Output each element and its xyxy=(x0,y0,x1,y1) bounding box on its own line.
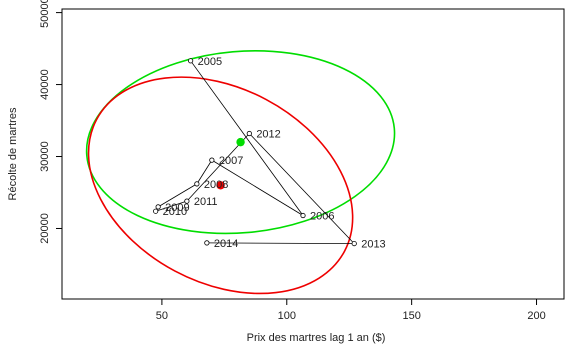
x-tick-label: 200 xyxy=(527,310,545,322)
path-segment-2008-2009 xyxy=(157,183,198,208)
ellipse-layer xyxy=(85,50,396,295)
x-tick-label: 150 xyxy=(402,310,420,322)
ellipse-green xyxy=(85,50,396,235)
y-tick-label: 20000 xyxy=(39,213,51,244)
y-axis-title: Récolte de martres xyxy=(7,107,19,200)
data-point-2014 xyxy=(204,240,210,246)
y-tick-label: 50000 xyxy=(39,0,51,28)
year-label-2013: 2013 xyxy=(361,239,385,251)
center-point-green xyxy=(236,137,245,147)
point-layer xyxy=(153,58,357,247)
year-label-2012: 2012 xyxy=(256,128,280,140)
year-label-2014: 2014 xyxy=(214,238,238,250)
data-point-2013 xyxy=(351,240,357,247)
x-tick-label: 50 xyxy=(156,310,168,322)
path-segment-2010-2011 xyxy=(155,200,187,212)
center-layer xyxy=(216,137,245,190)
year-label-2011: 2011 xyxy=(194,196,218,208)
year-label-2008: 2008 xyxy=(204,179,228,191)
path-segment-2006-2007 xyxy=(211,159,304,216)
data-point-2012 xyxy=(246,130,252,137)
path-segment-2013-2014 xyxy=(206,242,355,244)
plot-frame xyxy=(61,8,565,300)
center-point-red xyxy=(216,181,225,190)
path-segment-2007-2008 xyxy=(196,159,213,185)
y-tick-label: 40000 xyxy=(39,69,51,100)
data-point-2006 xyxy=(300,212,306,219)
x-axis-title: Prix des martres lag 1 an ($) xyxy=(247,332,386,344)
y-axis: 20000 30000 40000 50000 xyxy=(39,0,63,244)
path-segment-2005-2006 xyxy=(190,60,304,216)
path-segment-2012-2013 xyxy=(249,133,355,244)
data-point-2009 xyxy=(155,204,161,210)
data-point-2010 xyxy=(153,208,159,214)
data-point-2008 xyxy=(194,181,200,187)
y-tick-label: 30000 xyxy=(39,141,51,172)
data-point-2011 xyxy=(184,198,190,204)
year-label-2009: 2009 xyxy=(165,202,189,214)
x-tick-label: 100 xyxy=(278,310,296,322)
path-layer xyxy=(155,60,355,244)
data-point-2005 xyxy=(188,58,194,64)
year-label-2006: 2006 xyxy=(310,211,334,223)
ellipse-red xyxy=(87,76,354,295)
data-point-2007 xyxy=(209,157,215,163)
x-axis: 50 100 150 200 xyxy=(156,298,546,322)
year-label-2007: 2007 xyxy=(219,155,243,167)
year-label-2005: 2005 xyxy=(198,56,222,68)
year-label-2010: 2010 xyxy=(163,206,187,218)
